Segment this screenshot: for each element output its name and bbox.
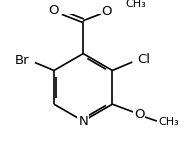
- Text: Cl: Cl: [137, 53, 150, 66]
- Text: O: O: [134, 108, 144, 121]
- Text: O: O: [102, 5, 112, 18]
- Text: N: N: [78, 115, 88, 127]
- Text: O: O: [48, 4, 59, 17]
- Text: CH₃: CH₃: [125, 0, 146, 9]
- Text: CH₃: CH₃: [158, 116, 179, 127]
- Text: Br: Br: [15, 54, 29, 67]
